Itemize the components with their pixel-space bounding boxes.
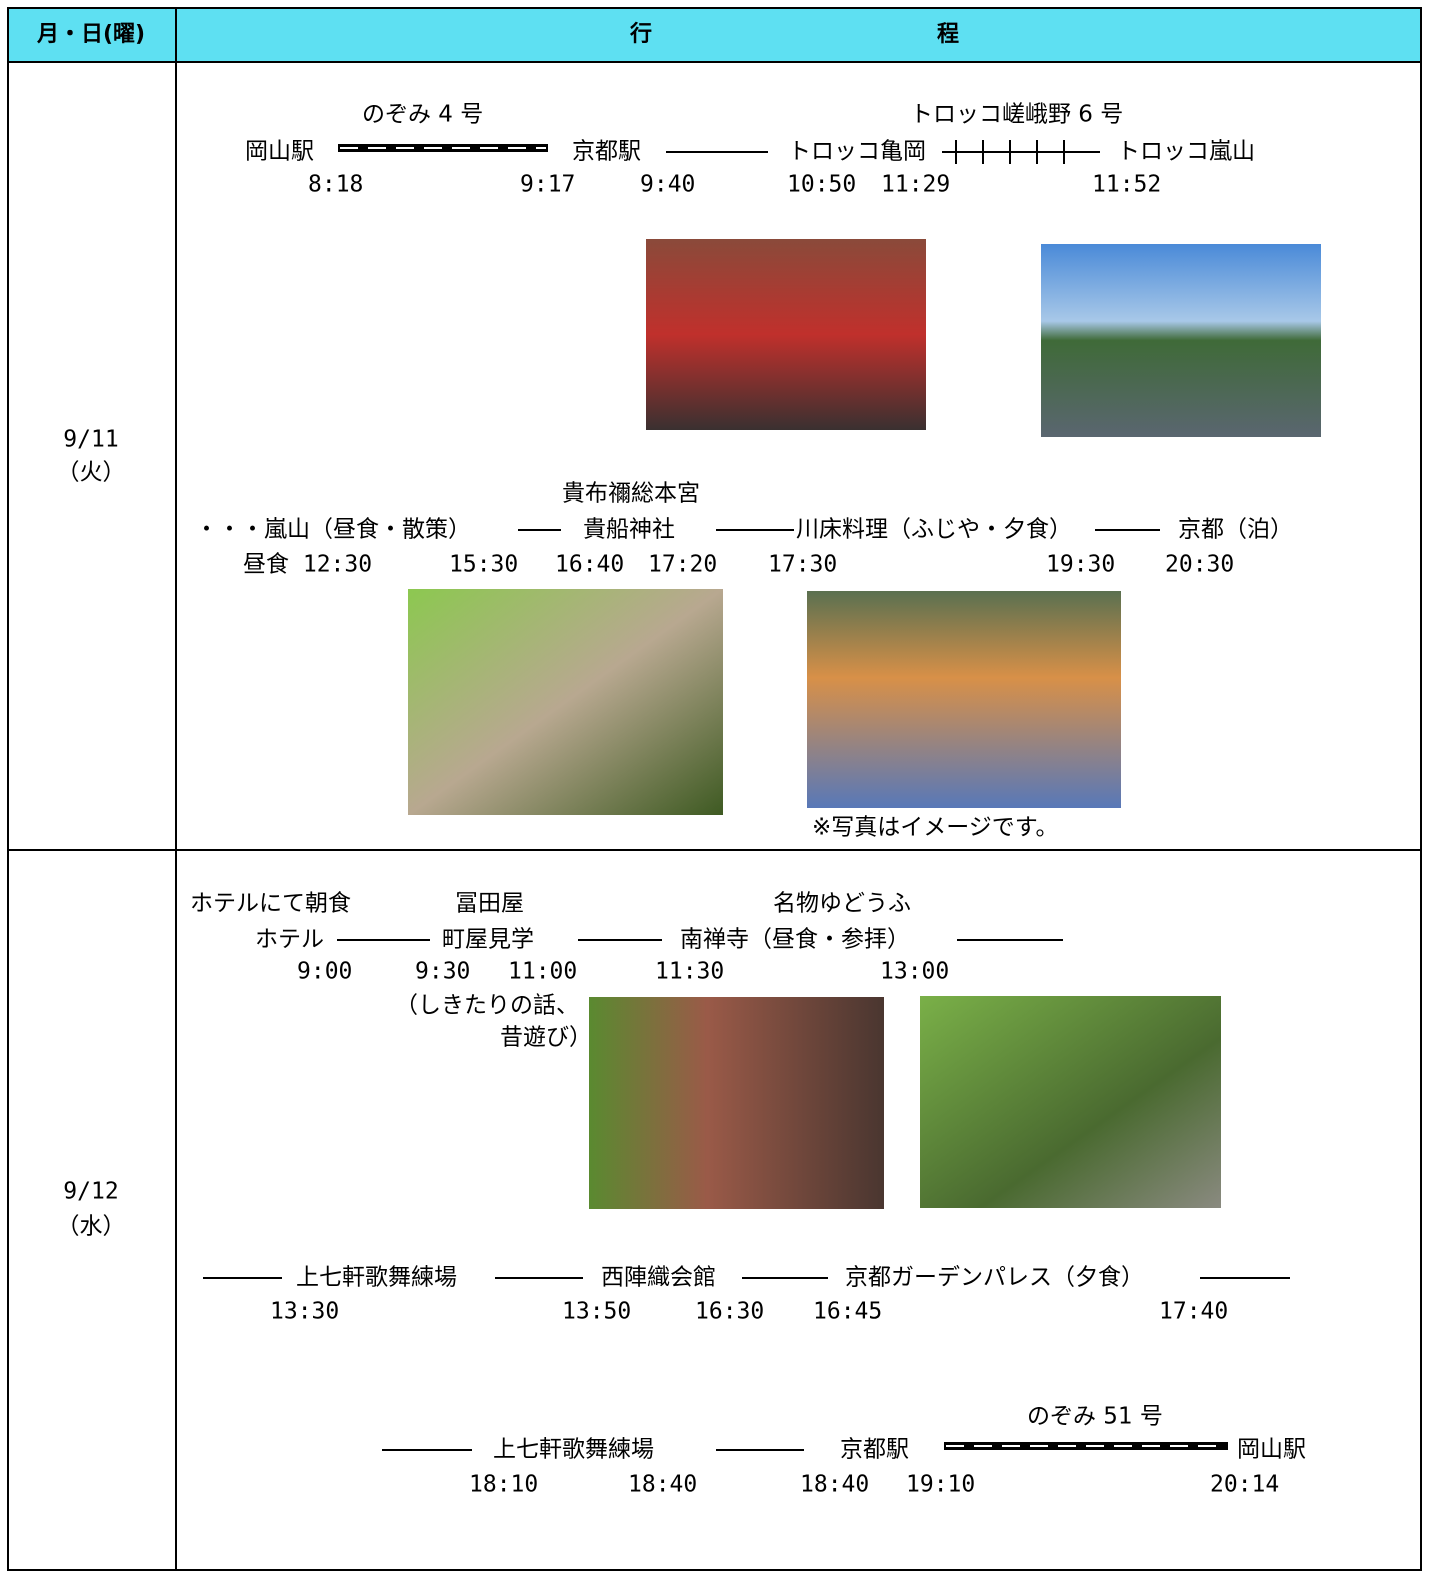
photo-train (646, 239, 926, 430)
header-row (8, 8, 1421, 62)
place: 京都ガーデンパレス（夕食） (845, 1265, 1144, 1291)
place: （しきたりの話、 (395, 993, 579, 1019)
time: 13:00 (880, 959, 949, 985)
time: 11:00 (508, 959, 577, 985)
day-date: 9/12 (63, 1179, 118, 1205)
place: 名物ゆどうふ (773, 891, 911, 917)
header-date: 月・日(曜) (36, 22, 145, 47)
time: 19:30 (1046, 552, 1115, 578)
place: 上七軒歌舞練場 (493, 1437, 654, 1463)
time: 15:30 (449, 552, 518, 578)
place: 川床料理（ふじや・夕食） (796, 517, 1072, 543)
time: 19:10 (906, 1472, 975, 1498)
day-weekday: （水） (57, 1214, 126, 1240)
time: 20:30 (1165, 552, 1234, 578)
time: 18:10 (469, 1472, 538, 1498)
time: 11:52 (1092, 172, 1161, 198)
place: トロッコ亀岡 (788, 139, 926, 165)
place: のぞみ 51 号 (1027, 1404, 1163, 1430)
header-schedule: 程 (937, 22, 959, 47)
day-date: 9/11 (63, 427, 118, 453)
place: ・・・嵐山（昼食・散策） (195, 517, 471, 543)
table-grid (7, 7, 1422, 1571)
photos (408, 239, 1321, 1209)
header-schedule: 行 (629, 21, 652, 47)
time: 18:40 (800, 1472, 869, 1498)
photo-aqueduct (589, 997, 884, 1209)
time: 20:14 (1210, 1472, 1279, 1498)
place: トロッコ嵐山 (1117, 139, 1255, 165)
place: 昔遊び） (500, 1025, 592, 1051)
place: 上七軒歌舞練場 (296, 1265, 457, 1291)
time: 11:29 (881, 172, 950, 198)
place: 岡山駅 (245, 139, 314, 165)
place: ホテル (255, 927, 324, 953)
time: 18:40 (628, 1472, 697, 1498)
place: 貴船神社 (583, 517, 675, 543)
photo-fish (807, 591, 1121, 808)
time: 16:40 (555, 552, 624, 578)
place: 京都（泊） (1178, 517, 1293, 543)
day-weekday: （火） (57, 460, 126, 486)
place: 貴布禰総本宮 (562, 481, 700, 507)
place: 岡山駅 (1237, 1437, 1306, 1463)
time: 17:40 (1159, 1299, 1228, 1325)
time: 9:30 (415, 959, 470, 985)
time: 16:30 (695, 1299, 764, 1325)
time: 13:30 (270, 1299, 339, 1325)
place: 京都駅 (840, 1437, 909, 1463)
place: 冨田屋 (455, 891, 524, 917)
photo-bridge (1041, 244, 1321, 437)
place: ホテルにて朝食 (190, 891, 351, 917)
rail (338, 144, 548, 152)
place: 南禅寺（昼食・参拝） (680, 927, 910, 953)
place: ※写真はイメージです。 (812, 815, 1059, 841)
time: 10:50 (787, 172, 856, 198)
place: トロッコ嵯峨野 6 号 (910, 102, 1123, 128)
time: 9:00 (297, 959, 352, 985)
time: 16:45 (813, 1299, 882, 1325)
time: 8:18 (308, 172, 363, 198)
time: 昼食 12:30 (243, 552, 372, 578)
photo-garden (920, 996, 1221, 1208)
place: 西陣織会館 (601, 1265, 716, 1291)
photo-shrine (408, 589, 723, 815)
place: 京都駅 (572, 139, 641, 165)
place: 町屋見学 (442, 927, 534, 953)
time: 13:50 (562, 1299, 631, 1325)
time: 11:30 (655, 959, 724, 985)
time: 9:17 (520, 172, 575, 198)
time: 17:20 (648, 552, 717, 578)
place: のぞみ 4 号 (362, 102, 483, 128)
time: 9:40 (640, 172, 695, 198)
time: 17:30 (768, 552, 837, 578)
